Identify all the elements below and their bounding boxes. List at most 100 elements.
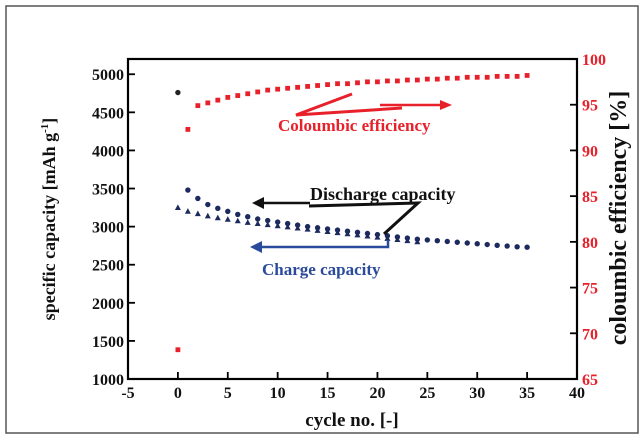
data-points	[174, 73, 530, 353]
discharge-point	[484, 241, 490, 248]
efficiency-arrowhead	[440, 100, 452, 110]
discharge-point	[274, 219, 281, 225]
efficiency-point	[424, 76, 430, 82]
x-tick-label: 35	[519, 385, 535, 402]
right-y-axis-label: coloumbic efficiency [%]	[606, 91, 632, 346]
efficiency-point	[464, 74, 470, 80]
discharge-point	[524, 244, 530, 250]
efficiency-point	[195, 103, 201, 109]
left-y-axis-label-sup: -1	[39, 124, 51, 133]
discharge-point	[454, 239, 460, 245]
x-tick-label: 25	[419, 385, 435, 402]
efficiency-point	[285, 85, 291, 91]
efficiency-point	[265, 87, 271, 93]
x-tick-label: 10	[270, 385, 286, 402]
efficiency-point	[365, 79, 370, 85]
left-y-axis-ticks: 1000 1500 2000 2500 3000 3500 4000 4500 5000	[92, 67, 135, 389]
efficiency-connector	[295, 92, 403, 117]
discharge-connector	[308, 201, 422, 236]
discharge-point	[215, 205, 221, 212]
y-left-tick-label: 4000	[92, 143, 124, 160]
efficiency-point	[335, 81, 340, 87]
discharge-arrowhead	[252, 197, 264, 209]
charge-point	[254, 220, 261, 226]
charge-point	[244, 219, 251, 225]
discharge-annotation: Discharge capacity	[310, 184, 455, 204]
charge-connector	[310, 240, 390, 249]
efficiency-point	[235, 93, 241, 98]
efficiency-point	[355, 80, 360, 86]
efficiency-point	[255, 89, 261, 95]
x-tick-label: 30	[469, 385, 485, 402]
plot-area	[126, 57, 579, 381]
efficiency-point	[205, 100, 211, 106]
y-right-tick-label: 65	[582, 372, 598, 389]
y-left-tick-label: 3000	[92, 220, 124, 237]
y-left-tick-label: 1000	[92, 372, 124, 389]
charge-point	[404, 237, 411, 244]
charge-point	[264, 221, 271, 228]
y-left-tick-label: 2500	[92, 258, 124, 275]
efficiency-point	[275, 86, 281, 92]
charge-point	[184, 208, 191, 214]
charge-point	[414, 238, 421, 245]
efficiency-point	[434, 76, 440, 82]
y-right-tick-label: 85	[582, 189, 598, 206]
discharge-point	[264, 217, 271, 224]
y-right-tick-label: 95	[582, 98, 598, 115]
efficiency-point	[404, 77, 410, 83]
left-y-axis-label-close: ]	[39, 118, 59, 124]
discharge-point	[504, 243, 510, 249]
charge-point	[344, 230, 351, 237]
charge-point	[274, 222, 281, 229]
efficiency-point	[295, 84, 301, 90]
left-y-axis-label: specific capacity [mAh g-1]	[39, 118, 59, 321]
efficiency-point	[345, 81, 350, 87]
efficiency-point	[175, 347, 181, 353]
charge-arrowhead	[250, 241, 262, 253]
efficiency-point	[185, 127, 191, 132]
efficiency-point	[225, 95, 231, 100]
efficiency-point	[474, 74, 480, 80]
annotation-arrows	[250, 92, 452, 253]
charge-point	[364, 232, 371, 239]
efficiency-point	[414, 77, 420, 83]
discharge-point	[434, 238, 441, 244]
discharge-point	[175, 89, 181, 96]
efficiency-point	[215, 97, 221, 103]
efficiency-point	[484, 74, 490, 80]
discharge-point	[255, 216, 261, 222]
efficiency-point	[444, 75, 450, 81]
efficiency-point	[514, 73, 520, 79]
y-left-tick-label: 5000	[92, 67, 124, 84]
efficiency-point	[375, 79, 380, 85]
discharge-point	[474, 241, 480, 247]
left-y-axis-label-main: specific capacity [mAh g	[39, 133, 59, 320]
charge-point	[374, 234, 381, 240]
y-right-tick-label: 75	[582, 281, 598, 298]
x-axis-label: cycle no. [-]	[305, 410, 398, 431]
discharge-point	[514, 244, 520, 250]
efficiency-point	[385, 78, 390, 84]
discharge-point	[245, 214, 251, 220]
x-tick-label: 0	[174, 385, 182, 402]
discharge-point	[464, 240, 470, 246]
x-tick-label: 40	[569, 385, 585, 402]
y-left-tick-label: 2000	[92, 296, 124, 313]
y-right-tick-label: 90	[582, 143, 598, 160]
charge-point	[174, 204, 181, 210]
y-right-tick-label: 100	[582, 52, 606, 69]
charge-point	[394, 236, 401, 242]
discharge-point	[225, 208, 231, 215]
charge-point	[384, 235, 391, 241]
efficiency-point	[494, 73, 500, 79]
x-tick-label: 15	[320, 385, 336, 402]
discharge-point	[195, 195, 201, 202]
y-left-tick-label: 4500	[92, 105, 124, 122]
charge-point	[304, 226, 311, 232]
x-tick-label: 20	[369, 385, 385, 402]
efficiency-point	[245, 91, 251, 97]
efficiency-point	[454, 75, 460, 81]
x-tick-label: 5	[224, 385, 232, 402]
